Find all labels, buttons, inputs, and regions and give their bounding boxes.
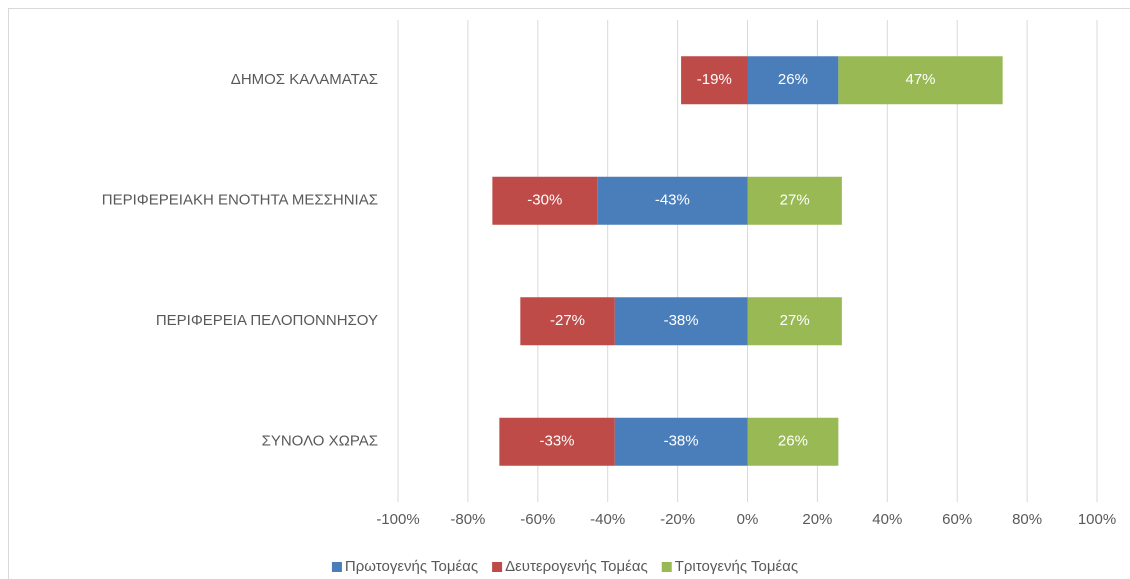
- x-tick-label: -80%: [450, 511, 485, 528]
- x-tick-label: -20%: [660, 511, 695, 528]
- bar: [681, 56, 748, 105]
- value-label: 26%: [778, 71, 808, 88]
- y-tick-label: ΔΗΜΟΣ ΚΑΛΑΜΑΤΑΣ: [231, 71, 378, 88]
- chart-border: [8, 8, 1130, 579]
- legend-label: Τριτογενής Τομέας: [675, 558, 798, 575]
- legend-swatch: [661, 562, 672, 572]
- legend-label: Πρωτογενής Τομέας: [345, 558, 478, 575]
- bar: [614, 417, 748, 466]
- bar: [499, 417, 615, 466]
- value-label: -33%: [540, 433, 575, 450]
- legend-swatch: [331, 562, 342, 572]
- bar: [520, 297, 615, 346]
- y-tick-label: ΠΕΡΙΦΕΡΕΙΑ ΠΕΛΟΠΟΝΝΗΣΟΥ: [156, 312, 378, 329]
- x-tick-label: 100%: [1078, 511, 1116, 528]
- value-label: -38%: [664, 433, 699, 450]
- value-label: 26%: [778, 433, 808, 450]
- value-label: -38%: [664, 312, 699, 329]
- x-tick-label: 60%: [942, 511, 972, 528]
- x-tick-label: 0%: [737, 511, 759, 528]
- bar: [747, 417, 839, 466]
- bar: [597, 176, 748, 225]
- bar: [747, 297, 842, 346]
- value-label: -43%: [655, 192, 690, 209]
- bar: [492, 176, 598, 225]
- y-tick-label: ΣΥΝΟΛΟ ΧΩΡΑΣ: [262, 433, 378, 450]
- x-tick-label: -100%: [376, 511, 419, 528]
- legend-swatch: [492, 562, 503, 572]
- x-tick-label: -40%: [590, 511, 625, 528]
- x-tick-label: 20%: [802, 511, 832, 528]
- value-label: -19%: [697, 71, 732, 88]
- value-label: -27%: [550, 312, 585, 329]
- x-tick-label: 80%: [1012, 511, 1042, 528]
- x-tick-label: 40%: [872, 511, 902, 528]
- legend-label: Δευτερογενής Τομέας: [505, 558, 648, 575]
- bar: [747, 176, 842, 225]
- bar: [747, 56, 839, 105]
- value-label: 47%: [905, 71, 935, 88]
- value-label: 27%: [780, 312, 810, 329]
- value-label: 27%: [780, 192, 810, 209]
- value-label: -30%: [527, 192, 562, 209]
- bar: [838, 56, 1003, 105]
- bar: [614, 297, 748, 346]
- x-tick-label: -60%: [520, 511, 555, 528]
- y-tick-label: ΠΕΡΙΦΕΡΕΙΑΚΗ ΕΝΟΤΗΤΑ ΜΕΣΣΗΝΙΑΣ: [102, 192, 378, 209]
